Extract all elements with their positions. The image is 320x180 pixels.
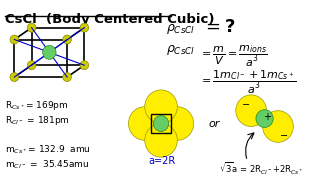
Circle shape bbox=[43, 46, 56, 59]
Text: $= \mathbf{?}$: $= \mathbf{?}$ bbox=[202, 18, 236, 36]
Circle shape bbox=[236, 95, 267, 127]
Text: $\rho_{CsCl}$: $\rho_{CsCl}$ bbox=[166, 22, 195, 36]
Text: $= \dfrac{m}{V} = \dfrac{m_{ions}}{a^3}$: $= \dfrac{m}{V} = \dfrac{m_{ions}}{a^3}$ bbox=[199, 44, 268, 69]
Text: R$_{Cl^-}$ = 181pm: R$_{Cl^-}$ = 181pm bbox=[5, 114, 70, 127]
Circle shape bbox=[10, 35, 19, 44]
Circle shape bbox=[153, 116, 169, 131]
Text: +: + bbox=[263, 112, 271, 122]
Text: or: or bbox=[208, 118, 220, 129]
Text: $-$: $-$ bbox=[279, 129, 288, 139]
Circle shape bbox=[80, 23, 89, 32]
Text: a=2R: a=2R bbox=[148, 156, 176, 166]
Text: R$_{Cs^+}$= 169pm: R$_{Cs^+}$= 169pm bbox=[5, 99, 68, 112]
Bar bbox=[151, 114, 171, 133]
Text: m$_{Cs^+}$= 132.9  amu: m$_{Cs^+}$= 132.9 amu bbox=[5, 143, 91, 156]
Circle shape bbox=[27, 61, 36, 70]
Circle shape bbox=[128, 107, 161, 140]
Circle shape bbox=[80, 61, 89, 70]
Text: $= \dfrac{1m_{Cl^-} + 1m_{Cs^+}}{a^3}$: $= \dfrac{1m_{Cl^-} + 1m_{Cs^+}}{a^3}$ bbox=[199, 69, 297, 96]
Text: $\rho_{CsCl}$: $\rho_{CsCl}$ bbox=[166, 44, 195, 57]
Circle shape bbox=[145, 90, 177, 123]
Circle shape bbox=[145, 123, 177, 157]
Text: $-$: $-$ bbox=[241, 98, 250, 108]
Circle shape bbox=[263, 111, 293, 142]
Circle shape bbox=[63, 35, 71, 44]
Text: CsCl  (Body Centered Cubic): CsCl (Body Centered Cubic) bbox=[5, 13, 214, 26]
Circle shape bbox=[63, 73, 71, 82]
Circle shape bbox=[256, 110, 273, 127]
Text: m$_{Cl^-}$ =  35.45amu: m$_{Cl^-}$ = 35.45amu bbox=[5, 158, 89, 171]
Text: $\sqrt{3}$a = 2R$_{Cl^-}$+2R$_{Cs^+}$: $\sqrt{3}$a = 2R$_{Cl^-}$+2R$_{Cs^+}$ bbox=[219, 160, 303, 176]
Circle shape bbox=[27, 23, 36, 32]
Circle shape bbox=[10, 73, 19, 82]
Circle shape bbox=[161, 107, 194, 140]
